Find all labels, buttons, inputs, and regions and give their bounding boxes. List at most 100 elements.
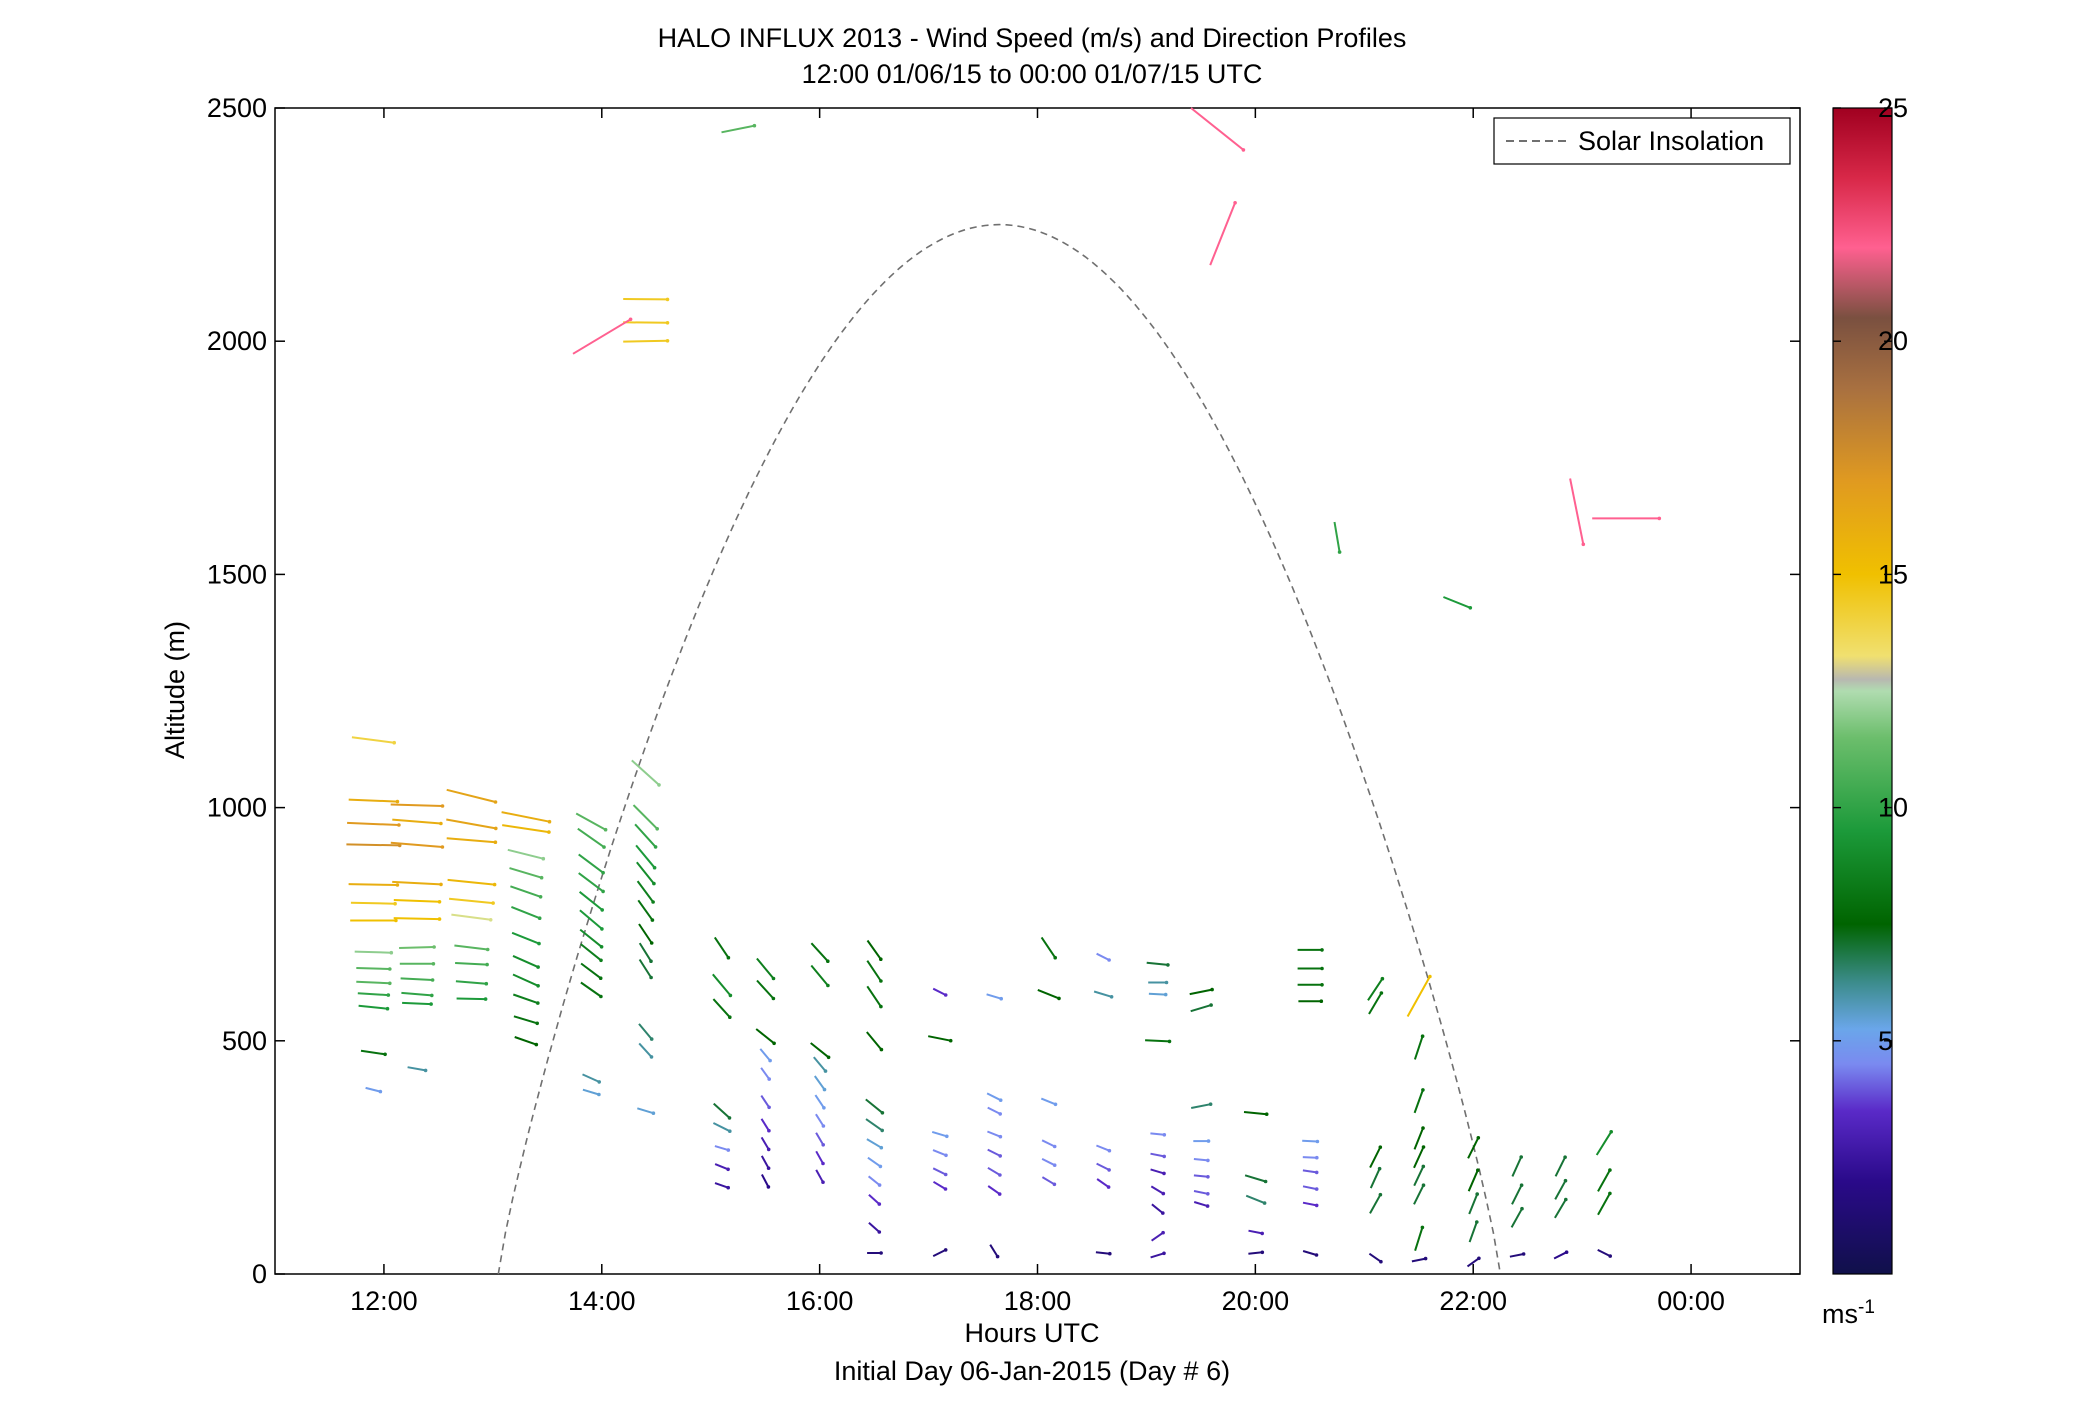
wind-vector-head xyxy=(944,1153,948,1158)
wind-vector-head xyxy=(771,976,776,981)
wind-vector xyxy=(1151,1203,1164,1214)
wind-vector xyxy=(1369,1194,1382,1214)
wind-vector xyxy=(351,736,395,744)
wind-vector-head xyxy=(1380,976,1385,981)
wind-vector-head xyxy=(388,981,392,986)
wind-vector-head xyxy=(397,823,401,827)
wind-vector xyxy=(932,1149,947,1157)
wind-vector xyxy=(1095,1251,1110,1255)
wind-vector xyxy=(512,973,539,987)
wind-vector xyxy=(1096,1178,1110,1188)
wind-vector xyxy=(986,1092,1002,1102)
wind-vector xyxy=(1151,1231,1164,1242)
colorbar-tick-label: 5 xyxy=(1878,1026,1893,1056)
wind-vector xyxy=(449,897,494,905)
wind-vector xyxy=(986,993,1002,1000)
wind-vector-head xyxy=(821,1180,825,1184)
wind-vector xyxy=(1597,1169,1611,1192)
wind-vector-head xyxy=(821,1143,825,1147)
wind-vector xyxy=(1511,1156,1523,1177)
solar-insolation-line xyxy=(497,223,1502,1275)
colorbar: 5 10 15 20 25 ms-1 xyxy=(1822,93,1908,1329)
wind-vector xyxy=(365,1086,381,1093)
wind-vector-head xyxy=(943,1248,948,1252)
wind-vector xyxy=(866,960,882,982)
wind-vector-head xyxy=(1260,1231,1264,1236)
wind-vector xyxy=(867,1156,881,1168)
wind-vector xyxy=(399,946,435,949)
wind-vector-head xyxy=(1107,1168,1111,1172)
y-axis: 0 500 1000 1500 2000 2500 xyxy=(207,93,1800,1289)
wind-vector-head xyxy=(1264,1112,1269,1116)
wind-vector xyxy=(638,1023,653,1040)
wind-vector xyxy=(510,885,541,898)
wind-vector xyxy=(360,1049,386,1056)
wind-vector-head xyxy=(653,845,658,849)
plot-area: 12:00 14:00 16:00 18:00 20:00 22:00 00:00 0 500… xyxy=(207,93,1801,1316)
wind-vector-head xyxy=(1581,542,1586,547)
wind-vector xyxy=(1040,936,1057,959)
wind-vector xyxy=(514,1036,537,1046)
wind-vector-head xyxy=(1609,1130,1613,1134)
wind-vector-head xyxy=(1161,1211,1165,1215)
wind-vector xyxy=(1190,107,1245,151)
wind-vector-head xyxy=(1164,980,1169,985)
wind-vector-head xyxy=(878,1164,883,1169)
wind-vector xyxy=(1597,1249,1611,1257)
wind-vector xyxy=(356,980,390,985)
wind-vector xyxy=(1554,1198,1567,1219)
wind-vector-head xyxy=(1163,992,1168,997)
wind-vector-head xyxy=(1109,995,1114,999)
x-axis-label: Hours UTC xyxy=(964,1318,1099,1348)
wind-vector xyxy=(446,818,496,830)
wind-vector-head xyxy=(652,865,657,870)
wind-vector xyxy=(1190,1004,1212,1013)
wind-vector-head xyxy=(1477,1256,1481,1261)
wind-vector-head xyxy=(1205,1204,1210,1208)
wind-vector xyxy=(456,997,486,1001)
wind-vector-head xyxy=(1057,996,1061,1001)
wind-vector-head xyxy=(600,927,604,931)
wind-vector-head xyxy=(383,1052,387,1057)
wind-vector xyxy=(358,1004,388,1010)
wind-vector xyxy=(1302,1156,1317,1159)
x-tick-label: 16:00 xyxy=(786,1286,854,1316)
chart-subtitle: 12:00 01/06/15 to 00:00 01/07/15 UTC xyxy=(802,59,1263,89)
wind-vector-head xyxy=(1476,1168,1480,1172)
wind-vector-head xyxy=(997,1192,1002,1196)
wind-vector-head xyxy=(665,339,670,343)
wind-vector xyxy=(1369,1168,1381,1189)
wind-vector-head xyxy=(537,916,542,920)
wind-vector-head xyxy=(603,827,608,832)
wind-vector xyxy=(356,967,390,970)
wind-vector-head xyxy=(1167,1039,1172,1044)
y-tick-label: 1000 xyxy=(207,793,267,823)
wind-vector xyxy=(1368,1252,1382,1263)
wind-vector xyxy=(1146,961,1168,966)
wind-vector xyxy=(401,991,432,997)
wind-vector xyxy=(987,1185,1001,1195)
wind-vector xyxy=(580,962,602,980)
wind-vector-head xyxy=(821,1124,826,1128)
wind-vector-head xyxy=(726,1167,730,1172)
wind-vector xyxy=(759,1048,771,1062)
wind-vector xyxy=(866,985,882,1008)
wind-vector xyxy=(393,899,440,903)
wind-vector-head xyxy=(1263,1179,1268,1184)
wind-vector xyxy=(512,954,539,969)
wind-vector-head xyxy=(1337,550,1342,554)
wind-vector-head xyxy=(821,1161,825,1166)
colorbar-tick-label: 10 xyxy=(1878,793,1908,823)
wind-vector xyxy=(1244,1174,1266,1183)
wind-vector-head xyxy=(439,882,443,887)
wind-vector xyxy=(446,837,496,844)
wind-vector-head xyxy=(1608,1191,1612,1196)
wind-vector-head xyxy=(1519,1155,1523,1159)
wind-vector-head xyxy=(998,1173,1002,1177)
wind-vector xyxy=(582,1073,600,1083)
wind-vector xyxy=(623,321,668,324)
wind-vector xyxy=(580,943,602,962)
wind-vector-head xyxy=(1608,1254,1612,1258)
wind-vector xyxy=(813,1056,827,1072)
wind-vector-head xyxy=(1162,1154,1166,1159)
